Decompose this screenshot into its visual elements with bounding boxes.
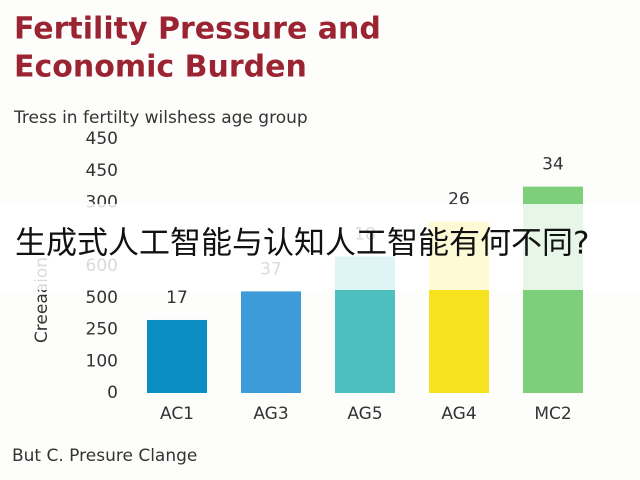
title-line: Fertility Pressure and [14,12,381,47]
data-label: 17 [166,288,188,308]
y-tick-label: 250 [86,320,118,340]
title-line: Economic Burden [14,50,307,85]
data-label: 34 [542,155,564,175]
banner [0,204,640,290]
x-tick-label: AG4 [441,404,476,424]
y-tick-label: 450 [86,129,118,149]
bar [147,319,207,393]
x-tick-label: AG5 [347,404,382,424]
x-tick-label: AC1 [160,404,194,424]
x-tick-label: AG3 [253,404,288,424]
footer: But C. Presure Clange [12,446,197,466]
overlay: 生成式人工智能与认知人工智能有何不同? [0,204,640,290]
y-tick-label: 500 [86,288,118,308]
y-tick-label: 0 [107,383,118,403]
subtitle: Tress in fertilty wilshess age group [13,108,308,128]
y-tick-label: 450 [86,161,118,181]
bar [241,291,301,393]
x-tick-label: MC2 [534,404,571,424]
y-tick-label: 100 [86,351,118,371]
banner-text: 生成式人工智能与认知人工智能有何不同? [15,226,589,262]
